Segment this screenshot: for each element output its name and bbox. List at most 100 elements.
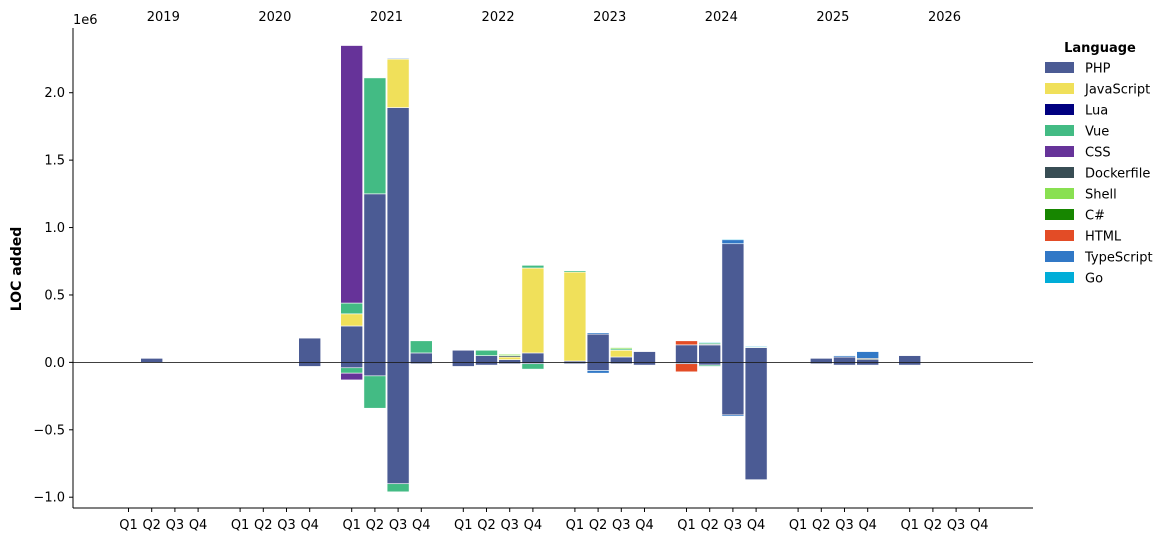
bar-segment-vue: [521, 265, 545, 269]
y-tick-label: 2.0: [44, 86, 65, 101]
bar-segment-javascript: [386, 58, 410, 108]
bar-segment-typescript: [856, 351, 880, 359]
x-tick-label: Q2: [477, 518, 496, 533]
bar-segment-vue-removed: [340, 367, 364, 374]
x-ticks: Q1 Q2 Q3 Q4 Q1 Q2 Q3 Q4 Q1 Q2 Q3 Q4 Q1 Q2 Q3 Q4 Q1 Q2 Q3 Q4…: [119, 508, 989, 533]
bar-segment-php: [498, 359, 522, 363]
bar-segment-vue-removed: [386, 483, 410, 493]
bar-segment-php-removed: [721, 362, 745, 416]
x-tick-label: Q2: [254, 518, 273, 533]
x-tick-label: Q4: [524, 518, 543, 533]
bar-segment-go: [698, 341, 722, 344]
x-tick-label: Q1: [342, 518, 361, 533]
year-label: 2021: [370, 10, 403, 25]
bar-segment-go: [744, 345, 768, 348]
bar-segment-php: [698, 344, 722, 363]
bar-segment-javascript: [609, 349, 633, 358]
bar-segment-typescript-removed: [721, 414, 745, 417]
bar-segment-php-removed: [298, 362, 322, 367]
bar-segment-php: [140, 358, 163, 363]
year-label: 2025: [816, 10, 849, 25]
x-tick-label: Q3: [947, 518, 966, 533]
bar-segment-php-removed: [856, 362, 880, 366]
legend-label: Go: [1085, 272, 1103, 287]
bar-segment-vue: [563, 270, 587, 273]
bar-segment-typescript: [833, 355, 856, 358]
x-tick-label: Q4: [635, 518, 654, 533]
legend-label: CSS: [1085, 146, 1111, 161]
bar-segment-php: [898, 355, 922, 363]
legend-swatch-css: [1045, 146, 1074, 157]
bar-segment-php: [340, 325, 364, 363]
bar-segment-typescript: [586, 332, 610, 335]
year-labels: 2019 2020 2021 2022 2023 2024 2025 2026: [147, 10, 961, 25]
y-tick-label: −1.0: [33, 491, 65, 506]
x-tick-label: Q2: [366, 518, 385, 533]
y-tick-label: 1.5: [44, 154, 65, 169]
x-tick-label: Q3: [277, 518, 296, 533]
legend-label: JavaScript: [1084, 83, 1150, 98]
bar-segment-typescript: [721, 239, 745, 245]
bar-segment-php-removed: [633, 362, 656, 366]
y-axis-label: LOC added: [9, 227, 25, 311]
bar-segment-javascript: [498, 356, 522, 360]
x-tick-label: Q4: [412, 518, 431, 533]
bar-segment-shell: [609, 347, 633, 350]
bar-segment-vue: [409, 340, 433, 354]
bar-segment-typescript-removed: [586, 370, 610, 374]
bar-segment-vue-removed: [698, 364, 722, 367]
legend-swatch-html: [1045, 230, 1074, 241]
bar-segment-go: [721, 238, 745, 241]
bar-segment-javascript: [563, 271, 587, 362]
y-multiplier-label: 1e6: [73, 13, 98, 28]
x-tick-label: Q1: [900, 518, 919, 533]
x-tick-label: Q3: [612, 518, 631, 533]
legend-swatch-vue: [1045, 125, 1074, 136]
legend-swatch-lua: [1045, 104, 1074, 115]
y-tick-label: 0.5: [44, 288, 65, 303]
legend-swatch-go: [1045, 272, 1074, 283]
year-label: 2024: [705, 10, 738, 25]
bars-layer: [140, 45, 922, 493]
x-tick-label: Q1: [677, 518, 696, 533]
x-tick-label: Q2: [924, 518, 943, 533]
bar-segment-php: [809, 358, 833, 363]
x-tick-label: Q1: [454, 518, 473, 533]
bar-segment-html: [675, 340, 698, 346]
x-tick-label: Q3: [835, 518, 854, 533]
x-tick-label: Q2: [700, 518, 719, 533]
legend-swatch-shell: [1045, 188, 1074, 199]
legend-label: HTML: [1085, 230, 1122, 245]
legend-swatch-typescript: [1045, 251, 1074, 262]
legend-label: PHP: [1085, 62, 1111, 77]
bar-segment-php: [586, 333, 610, 363]
bar-segment-shell: [498, 353, 522, 356]
bar-segment-php: [721, 243, 745, 363]
bar-segment-php-removed: [698, 362, 722, 366]
x-tick-label: Q4: [189, 518, 208, 533]
x-tick-label: Q3: [500, 518, 519, 533]
bar-segment-php: [609, 356, 633, 363]
bar-segment-css-removed: [340, 372, 364, 381]
legend-label: Shell: [1085, 188, 1117, 203]
bar-segment-vue-removed: [521, 363, 545, 370]
bar-segment-php: [363, 193, 387, 363]
bar-segment-php-removed: [386, 362, 410, 485]
x-tick-label: Q3: [166, 518, 185, 533]
x-tick-label: Q2: [589, 518, 608, 533]
bar-segment-php: [675, 344, 698, 363]
legend-swatch-dockerfile: [1045, 167, 1074, 178]
legend-swatch-javascript: [1045, 83, 1074, 94]
y-tick-label: 0.0: [44, 356, 65, 371]
bar-segment-javascript: [340, 313, 364, 327]
bar-segment-php: [856, 359, 880, 363]
bar-segment-vue: [363, 77, 387, 195]
bar-segment-php-removed: [363, 362, 387, 377]
bar-segment-php: [451, 349, 475, 363]
legend-label: Dockerfile: [1085, 167, 1150, 182]
bar-segment-php-removed: [451, 362, 475, 367]
bar-segment-php-removed: [744, 362, 768, 480]
bar-segment-vue-removed: [363, 375, 387, 409]
y-tick-label: −0.5: [33, 423, 65, 438]
x-tick-label: Q1: [119, 518, 138, 533]
